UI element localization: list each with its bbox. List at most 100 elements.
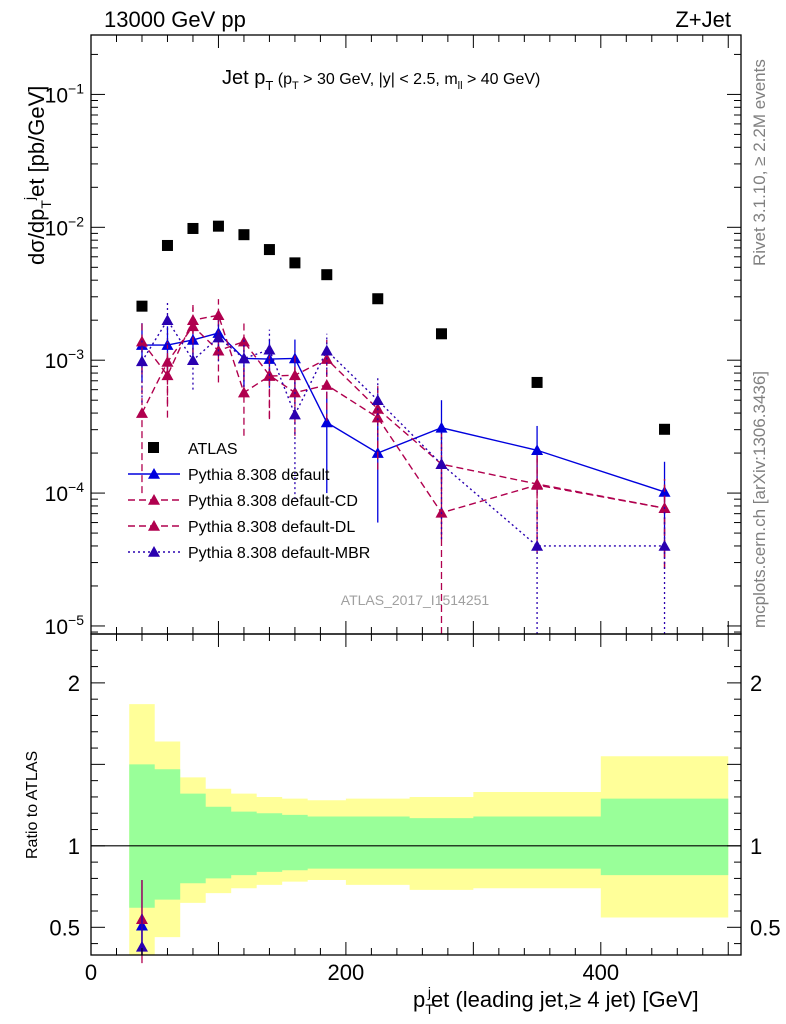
series-dl [135,299,671,569]
plot-title-main-sub: T [265,78,273,93]
series-line-default [141,332,665,493]
y-tick-label-exponent: −5 [68,612,84,628]
header-left: 13000 GeV pp [104,7,246,32]
legend-entry-default: Pythia 8.308 default [128,467,330,484]
legend-entry-atlas: ATLAS [148,441,238,458]
plot-title-cut-sub1: T [292,80,299,92]
ratio-axis-label: Ratio to ATLAS [24,751,41,859]
y-tick-label-mantissa: 10 [45,350,68,373]
legend-marker-cd [148,494,160,505]
side-text-mcplots: mcplots.cern.ch [arXiv:1306.3436] [750,371,769,628]
data-point-atlas [321,269,333,281]
y-tick-label-ratio-right: 1 [750,834,762,859]
data-point-default [531,444,544,456]
data-point-mbr [237,352,250,364]
header-right: Z+Jet [675,7,731,32]
plot-title-cut-sub2: ll [458,80,463,92]
ratio-panel-frame [90,633,742,956]
y-tick-label-main: 10−5 [45,612,85,639]
y-tick-label-main: 10−1 [45,80,85,107]
data-point-atlas [659,423,671,435]
series-atlas [136,220,671,435]
plot-title-cut-open: (p [273,71,292,88]
data-point-atlas [187,222,199,234]
data-point-atlas [212,220,224,232]
y-tick-label-exponent: −2 [68,213,84,229]
ratio-uncertainty-band [91,704,741,955]
x-axis-label-sup: j [427,984,431,1000]
data-point-mbr [320,344,333,356]
data-point-mbr [186,354,199,365]
y-tick-label-exponent: −3 [68,346,84,362]
x-tick-label: 0 [85,960,97,985]
main-series-group [135,220,671,634]
y-tick-label-exponent: −4 [68,479,84,495]
y-tick-label-mantissa: 10 [45,217,68,240]
y-tick-label-ratio-left: 2 [68,671,80,696]
data-point-dl [161,369,174,381]
data-point-dl [288,369,301,381]
data-point-dl [212,309,225,321]
legend: ATLAS Pythia 8.308 default Pythia 8.308 de… [128,441,370,562]
data-point-cd [371,411,384,423]
y-tick-label-mantissa: 10 [45,84,68,107]
data-point-atlas [263,244,275,256]
legend-label-cd: Pythia 8.308 default-CD [188,493,358,510]
y-axis-label: dσ/dpTjet [pb/GeV] [21,86,54,265]
data-point-atlas [435,328,447,340]
side-text-rivet: Rivet 3.1.10, ≥ 2.2M events [750,59,769,266]
y-tick-label-main: 10−3 [45,346,85,373]
data-point-dl [186,314,199,325]
y-tick-label-ratio-right: 0.5 [750,915,781,940]
data-point-atlas [531,376,543,388]
data-point-mbr [161,314,174,325]
data-point-default [320,416,333,428]
data-point-mbr [435,458,448,469]
legend-label-mbr: Pythia 8.308 default-MBR [188,545,370,562]
ratio-band-inner [129,764,729,908]
y-tick-label-main: 10−4 [45,479,85,506]
data-point-atlas [372,293,384,305]
legend-marker-default [148,468,160,479]
data-point-mbr [135,355,148,367]
ratio-point-mbr [135,940,148,952]
data-point-atlas [161,239,173,251]
x-axis-label-a: p [413,987,425,1012]
plot-title-cut-mid: > 30 GeV, |y| < 2.5, m [299,71,458,88]
y-tick-label-ratio-right: 2 [750,671,762,696]
x-tick-label: 400 [582,960,619,985]
data-point-cd [135,407,148,418]
data-point-dl [531,478,544,489]
data-point-mbr [263,343,276,355]
data-point-mbr [371,394,384,405]
data-point-mbr [658,539,671,551]
y-axis-label-sup: j [21,197,37,201]
legend-label-default: Pythia 8.308 default [188,467,330,484]
y-tick-label-ratio-left: 1 [68,834,80,859]
series-mbr [135,302,671,634]
x-tick-label: 200 [328,960,365,985]
data-point-cd [186,320,199,332]
y-axis-label-a: dσ/dp [24,209,49,265]
y-tick-label-ratio-left: 0.5 [49,915,80,940]
plot-title-main: Jet p [222,67,265,89]
legend-marker-mbr [148,546,160,557]
data-point-mbr [531,539,544,551]
y-tick-label-main: 10−2 [45,213,85,240]
x-axis-label-b: et (leading jet,≥ 4 jet) [GeV] [431,987,699,1012]
plot-title-cut-end: > 40 GeV) [463,71,541,88]
y-tick-label-exponent: −1 [68,80,84,96]
data-point-mbr [212,331,225,343]
data-point-dl [237,386,250,398]
data-point-mbr [288,408,301,420]
legend-entry-cd: Pythia 8.308 default-CD [128,493,358,510]
y-tick-label-mantissa: 10 [45,616,68,639]
legend-marker-dl [148,520,160,531]
x-axis-label: pTjet (leading jet,≥ 4 jet) [GeV] [413,984,699,1017]
y-axis-label-b: et [pb/GeV] [24,86,49,197]
plot-title: Jet pT (pT > 30 GeV, |y| < 2.5, mll > 40… [222,67,540,93]
x-axis-label-sub: T [425,1001,434,1017]
y-axis-label-sub: T [38,200,54,209]
